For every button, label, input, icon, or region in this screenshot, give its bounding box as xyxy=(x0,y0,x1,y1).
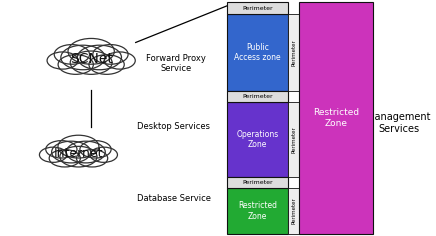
Circle shape xyxy=(90,147,117,162)
Circle shape xyxy=(104,52,135,69)
Bar xyxy=(227,2,288,14)
Circle shape xyxy=(77,45,122,70)
Text: Perimeter: Perimeter xyxy=(291,198,296,224)
Text: Database Service: Database Service xyxy=(137,194,211,203)
Bar xyxy=(227,14,288,91)
Text: Perimeter: Perimeter xyxy=(291,39,296,66)
Text: Perimeter: Perimeter xyxy=(242,94,273,99)
Circle shape xyxy=(60,146,97,167)
Circle shape xyxy=(51,141,91,163)
Bar xyxy=(227,177,288,188)
Text: Desktop Services: Desktop Services xyxy=(137,122,210,131)
Text: Perimeter: Perimeter xyxy=(242,5,273,11)
Bar xyxy=(288,188,299,234)
Circle shape xyxy=(68,38,114,64)
Text: Restricted
Zone: Restricted Zone xyxy=(238,201,277,221)
Bar xyxy=(227,91,288,102)
Circle shape xyxy=(54,45,89,64)
Text: Perimeter: Perimeter xyxy=(291,126,296,153)
Text: SCNet: SCNet xyxy=(70,52,112,66)
Circle shape xyxy=(61,45,105,70)
Text: Management
Services: Management Services xyxy=(366,112,431,134)
Circle shape xyxy=(66,141,105,163)
Bar xyxy=(288,14,299,91)
Text: Operations
Zone: Operations Zone xyxy=(236,130,279,149)
Bar xyxy=(227,188,288,234)
Text: Forward Proxy
Service: Forward Proxy Service xyxy=(146,54,206,73)
Text: Internet: Internet xyxy=(54,147,103,160)
Circle shape xyxy=(89,55,124,74)
Circle shape xyxy=(49,150,80,167)
Bar xyxy=(288,102,299,177)
Circle shape xyxy=(80,141,111,158)
Circle shape xyxy=(58,55,93,74)
Bar xyxy=(227,102,288,177)
Circle shape xyxy=(70,51,112,74)
Circle shape xyxy=(39,147,67,162)
Bar xyxy=(299,2,373,234)
Circle shape xyxy=(46,141,77,158)
Circle shape xyxy=(93,45,128,64)
Circle shape xyxy=(47,52,78,69)
Text: Perimeter: Perimeter xyxy=(242,180,273,185)
Circle shape xyxy=(58,135,99,158)
Circle shape xyxy=(76,150,108,167)
Text: Public
Access zone: Public Access zone xyxy=(234,42,281,62)
Text: Restricted
Zone: Restricted Zone xyxy=(313,108,359,128)
